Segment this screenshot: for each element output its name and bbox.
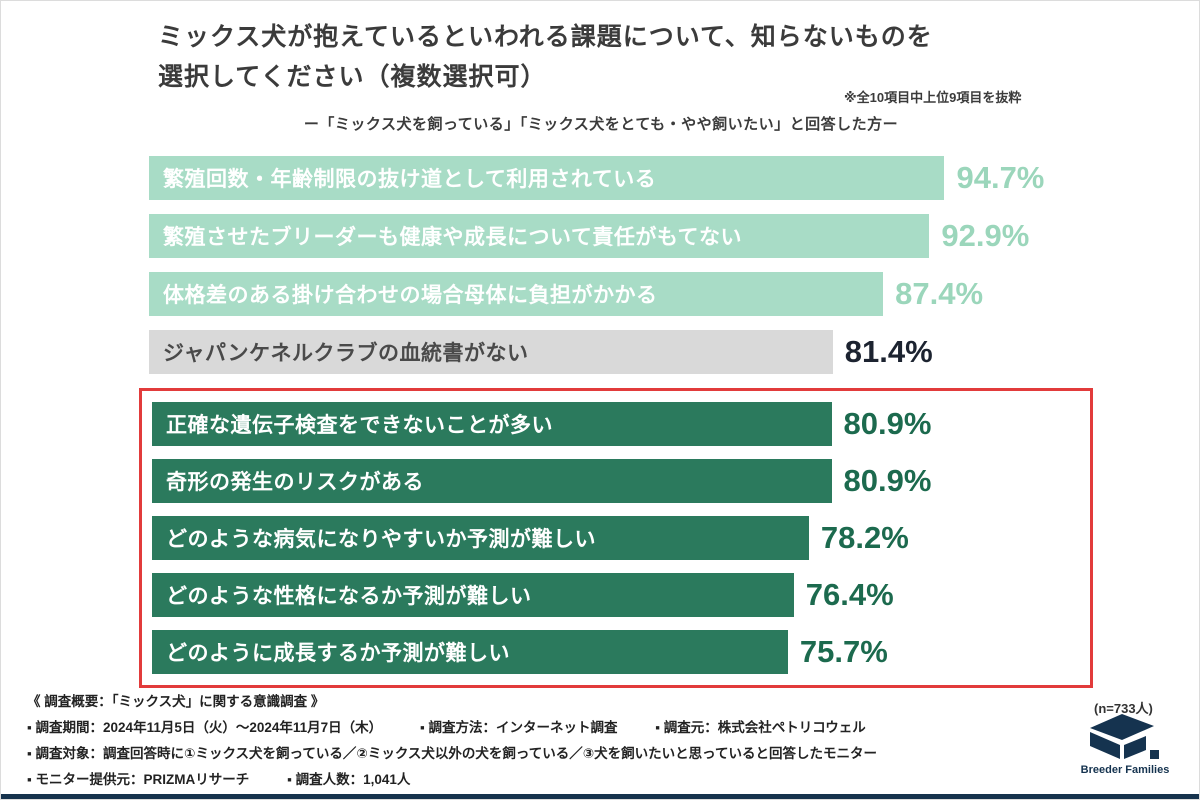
bar: どのような性格になるか予測が難しい [152, 573, 794, 617]
survey-overview-row: ▪ モニター提供元：PRIZMAリサーチ ▪ 調査人数：1,041人 [27, 767, 877, 793]
bar: 繁殖させたブリーダーも健康や成長について責任がもてない [149, 214, 930, 258]
survey-source: ▪ 調査元：株式会社ペトリコウェル [655, 720, 866, 735]
survey-period: ▪ 調査期間：2024年11月5日（火）〜2024年11月7日（木） [27, 720, 383, 735]
bar-row: 正確な遺伝子検査をできないことが多い 80.9% [152, 402, 1090, 446]
bar-label: 体格差のある掛け合わせの場合母体に負担がかかる [163, 284, 658, 307]
title-note: ※全10項目中上位9項目を抜粋 [844, 90, 1022, 105]
bottom-border [1, 794, 1199, 799]
bar-label: どのような病気になりやすいか予測が難しい [166, 528, 596, 551]
highlight-box: 正確な遺伝子検査をできないことが多い 80.9% 奇形の発生のリスクがある 80… [139, 388, 1093, 688]
bar-row: 体格差のある掛け合わせの場合母体に負担がかかる 87.4% [149, 272, 1093, 316]
bar-value: 87.4% [895, 276, 984, 311]
page-title: ミックス犬が抱えているといわれる課題について、知らないものを 選択してください（… [158, 17, 933, 97]
bar-label: どのように成長するか予測が難しい [166, 642, 510, 665]
title-line-2: 選択してください（複数選択可） [158, 63, 547, 91]
bar-row: 奇形の発生のリスクがある 80.9% [152, 459, 1090, 503]
bar-value: 92.9% [941, 218, 1030, 253]
bar-row: ジャパンケネルクラブの血統書がない 81.4% [149, 330, 1093, 374]
bar-label: どのような性格になるか予測が難しい [166, 585, 532, 608]
bar-value: 78.2% [820, 520, 909, 555]
sample-size-label: (n=733人) [1094, 701, 1153, 716]
bar-value: 76.4% [805, 577, 894, 612]
bar: どのように成長するか予測が難しい [152, 630, 788, 674]
bar-value: 80.9% [843, 463, 932, 498]
bar-row: 繁殖回数・年齢制限の抜け道として利用されている 94.7% [149, 156, 1093, 200]
survey-method: ▪ 調査方法：インターネット調査 [419, 720, 618, 735]
bar-value: 80.9% [843, 406, 932, 441]
bar-label: 正確な遺伝子検査をできないことが多い [166, 414, 553, 437]
bar-label: ジャパンケネルクラブの血統書がない [163, 342, 529, 365]
bar-row: 繁殖させたブリーダーも健康や成長について責任がもてない 92.9% [149, 214, 1093, 258]
bar-row: どのように成長するか予測が難しい 75.7% [152, 630, 1090, 674]
survey-overview-row: ▪ 調査対象：調査回答時に①ミックス犬を飼っている／②ミックス犬以外の犬を飼って… [27, 741, 877, 767]
bar-row: どのような性格になるか予測が難しい 76.4% [152, 573, 1090, 617]
bar-chart: 繁殖回数・年齢制限の抜け道として利用されている 94.7% 繁殖させたブリーダー… [139, 156, 1093, 688]
bar-value: 94.7% [956, 160, 1045, 195]
bar: 奇形の発生のリスクがある [152, 459, 832, 503]
bar-value: 81.4% [844, 334, 933, 369]
logo-text: Breeder Families [1080, 764, 1170, 776]
bar-value: 75.7% [799, 634, 888, 669]
box-logo-icon [1077, 714, 1173, 760]
title-line-1: ミックス犬が抱えているといわれる課題について、知らないものを [158, 23, 933, 51]
breeder-families-logo: Breeder Families [1077, 714, 1173, 776]
bar-label: 奇形の発生のリスクがある [166, 471, 424, 494]
survey-monitor-provider: ▪ モニター提供元：PRIZMAリサーチ [27, 772, 250, 787]
bar-row: どのような病気になりやすいか予測が難しい 78.2% [152, 516, 1090, 560]
survey-target: ▪ 調査対象：調査回答時に①ミックス犬を飼っている／②ミックス犬以外の犬を飼って… [27, 746, 877, 761]
bar-label: 繁殖回数・年齢制限の抜け道として利用されている [163, 168, 657, 191]
survey-overview-row: ▪ 調査期間：2024年11月5日（火）〜2024年11月7日（木） ▪ 調査方… [27, 715, 877, 741]
bar-label: 繁殖させたブリーダーも健康や成長について責任がもてない [163, 226, 743, 249]
chart-subtitle: ー「ミックス犬を飼っている」「ミックス犬をとても・やや飼いたい」と回答した方ー [303, 116, 899, 133]
survey-overview-heading: 《 調査概要：「ミックス犬」に関する意識調査 》 [27, 694, 325, 709]
bar: 体格差のある掛け合わせの場合母体に負担がかかる [149, 272, 884, 316]
bar: 正確な遺伝子検査をできないことが多い [152, 402, 832, 446]
bar: 繁殖回数・年齢制限の抜け道として利用されている [149, 156, 945, 200]
survey-overview: 《 調査概要：「ミックス犬」に関する意識調査 》 ▪ 調査期間：2024年11月… [27, 689, 877, 793]
survey-respondent-count: ▪ 調査人数：1,041人 [287, 772, 411, 787]
bar: ジャパンケネルクラブの血統書がない [149, 330, 833, 374]
bar: どのような病気になりやすいか予測が難しい [152, 516, 809, 560]
